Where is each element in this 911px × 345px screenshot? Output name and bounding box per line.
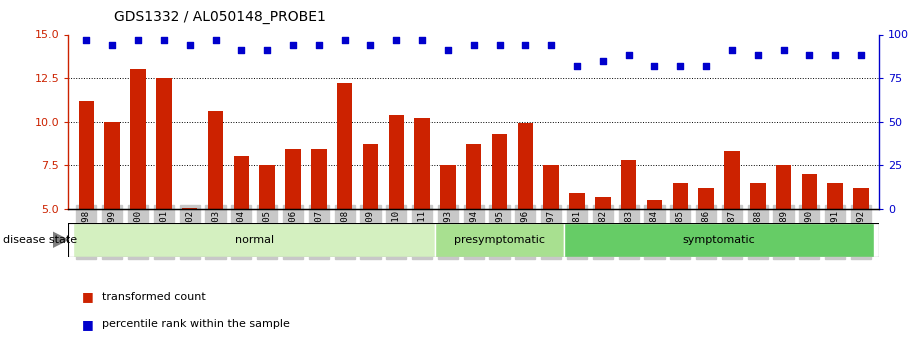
Text: GDS1332 / AL050148_PROBE1: GDS1332 / AL050148_PROBE1 (114, 10, 326, 24)
Bar (724, 151, 740, 209)
Bar (854, 188, 869, 209)
Bar (388, 115, 404, 209)
Bar (130, 69, 146, 209)
Bar (802, 174, 817, 209)
Point (209, 37, 223, 42)
Point (492, 42, 507, 48)
Text: ■: ■ (82, 318, 94, 331)
Bar (750, 183, 765, 209)
Point (234, 47, 249, 53)
Point (286, 42, 301, 48)
Bar (233, 156, 249, 209)
Polygon shape (53, 231, 69, 248)
Bar (647, 200, 662, 209)
Bar (105, 122, 120, 209)
Point (105, 42, 119, 48)
Bar (569, 193, 585, 209)
Point (131, 37, 146, 42)
Bar (311, 149, 326, 209)
Bar (337, 83, 353, 209)
Text: presymptomatic: presymptomatic (454, 235, 545, 245)
Point (260, 47, 274, 53)
Bar (672, 183, 688, 209)
Point (182, 42, 197, 48)
Text: normal: normal (235, 235, 274, 245)
Point (647, 63, 661, 69)
Bar (435, 223, 564, 257)
Point (157, 37, 171, 42)
Bar (564, 223, 874, 257)
Bar (74, 223, 435, 257)
Bar (492, 134, 507, 209)
Bar (827, 183, 843, 209)
Point (544, 42, 558, 48)
Point (363, 42, 378, 48)
Bar (260, 165, 275, 209)
Bar (621, 160, 637, 209)
Point (751, 53, 765, 58)
Text: ■: ■ (82, 290, 94, 303)
Point (673, 63, 688, 69)
Text: symptomatic: symptomatic (682, 235, 755, 245)
Bar (208, 111, 223, 209)
Bar (699, 188, 714, 209)
Point (776, 47, 791, 53)
Point (389, 37, 404, 42)
Point (596, 58, 610, 63)
Text: disease state: disease state (3, 235, 77, 245)
Bar (466, 144, 482, 209)
Bar (285, 149, 301, 209)
Point (337, 37, 352, 42)
Point (854, 53, 868, 58)
Bar (517, 124, 533, 209)
Point (312, 42, 326, 48)
Point (802, 53, 816, 58)
Bar (415, 118, 430, 209)
Bar (156, 78, 171, 209)
Point (79, 37, 94, 42)
Bar (78, 101, 94, 209)
Point (441, 47, 456, 53)
Bar (182, 208, 198, 209)
Bar (595, 197, 610, 209)
Text: percentile rank within the sample: percentile rank within the sample (102, 319, 290, 329)
Bar (363, 144, 378, 209)
Point (621, 53, 636, 58)
Bar (440, 165, 456, 209)
Point (518, 42, 533, 48)
Point (828, 53, 843, 58)
Point (466, 42, 481, 48)
Point (724, 47, 739, 53)
Point (699, 63, 713, 69)
Bar (776, 165, 792, 209)
Text: transformed count: transformed count (102, 292, 206, 302)
Point (569, 63, 584, 69)
Point (415, 37, 429, 42)
Bar (544, 165, 559, 209)
